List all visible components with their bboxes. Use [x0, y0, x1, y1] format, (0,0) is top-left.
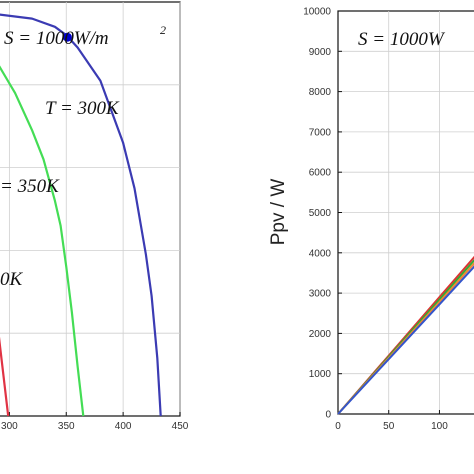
right-grid: [337, 10, 474, 415]
left-plot-frame: [0, 1, 181, 417]
right-y-tick-label: 8000: [309, 87, 332, 98]
left-irradiance-exponent: 2: [160, 23, 166, 37]
label-t350: = 350K: [0, 176, 60, 197]
left-irradiance-annotation: S = 1000W/m: [4, 28, 109, 49]
left-x-tick-labels: 300 350 400 450: [1, 421, 189, 432]
left-series-group: [0, 13, 162, 417]
right-irradiance-annotation: S = 1000W: [358, 29, 446, 50]
left-series-line: [0, 336, 10, 417]
right-x-tick-label: 0: [335, 421, 341, 432]
right-y-tick-label: 10000: [303, 7, 331, 18]
right-y-tick-label: 2000: [309, 329, 332, 340]
right-series-group: [337, 255, 474, 415]
right-x-tick-labels: 0 50 100: [335, 421, 448, 432]
left-x-tick-label: 300: [1, 421, 18, 432]
right-x-tick-label: 50: [383, 421, 395, 432]
right-y-tick-label: 5000: [309, 208, 332, 219]
right-y-tick-labels: 0 1000 2000 3000 4000 5000 6000 7000 8000 9000 100…: [303, 7, 331, 421]
left-series-line: [0, 13, 162, 417]
right-chart: 0100020003000400050006000700080009000100…: [268, 7, 474, 432]
right-y-tick-label: 1000: [309, 369, 332, 380]
right-y-axis-label: Ppv / W: [268, 179, 289, 246]
left-x-tick-label: 450: [172, 421, 189, 432]
right-y-tick-label: 0: [325, 410, 331, 421]
right-y-tick-label: 9000: [309, 47, 332, 58]
left-chart: 300 350 400 450 S = 1000W/m 2 T = 300K = 35…: [0, 1, 189, 432]
right-y-tick-label: 3000: [309, 289, 332, 300]
left-series-line: [0, 65, 85, 417]
right-y-tick-label: 7000: [309, 127, 332, 138]
left-x-tick-label: 400: [115, 421, 132, 432]
left-grid: [0, 2, 181, 416]
right-x-tick-label: 100: [431, 421, 448, 432]
right-y-tick-label: 4000: [309, 248, 332, 259]
right-series-line: [337, 265, 474, 415]
right-y-tick-label: 6000: [309, 168, 332, 179]
label-t-low: 0K: [0, 269, 24, 290]
label-t300: T = 300K: [45, 98, 120, 119]
left-marker-point: [62, 32, 72, 42]
left-x-tick-label: 350: [58, 421, 75, 432]
